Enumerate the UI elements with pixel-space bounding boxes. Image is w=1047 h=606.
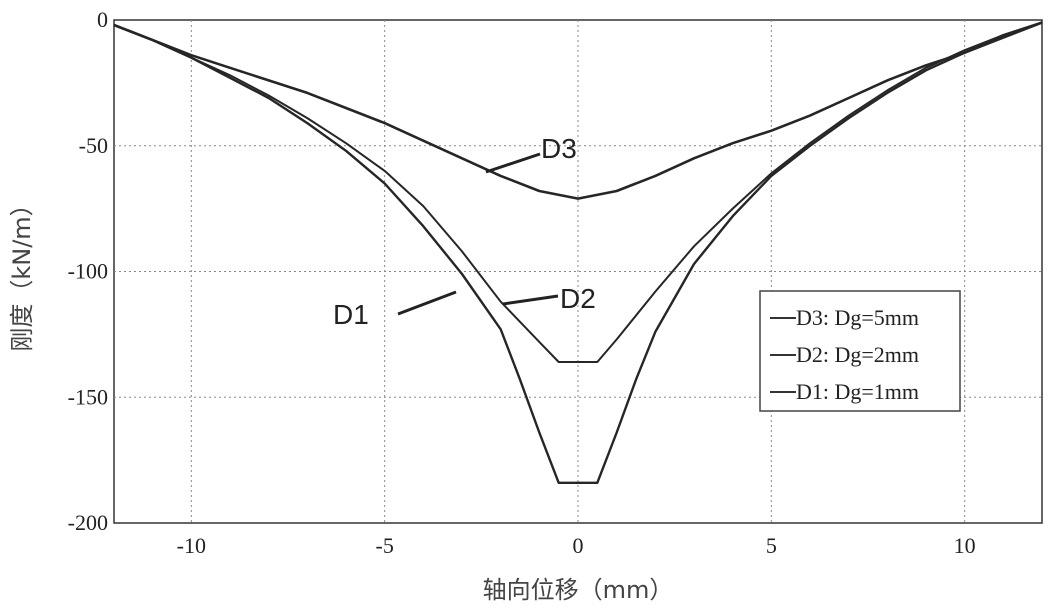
y-tick-label: 0 — [97, 7, 108, 32]
series-line-d1 — [113, 21, 1043, 484]
y-tick-label: -100 — [68, 259, 108, 284]
legend-label-d1: D1: Dg=1mm — [796, 379, 919, 404]
legend: D3: Dg=5mm D2: Dg=2mm D1: Dg=1mm — [759, 290, 961, 412]
x-tick-label: -5 — [376, 533, 394, 558]
y-axis-title: 刚度（kN/m） — [8, 192, 36, 351]
y-tick-label: -50 — [79, 133, 108, 158]
x-axis-title: 轴向位移（mm） — [483, 576, 674, 604]
annotation-d1: D1 — [333, 299, 369, 330]
series-layer — [113, 21, 1043, 484]
x-tick-label: -10 — [177, 533, 206, 558]
y-tick-label: -200 — [68, 510, 108, 535]
grid — [114, 20, 1042, 523]
annotation-d3: D3 — [541, 133, 577, 164]
legend-label-d2: D2: Dg=2mm — [796, 342, 919, 367]
x-tick-label: 0 — [573, 533, 584, 558]
x-tick-label: 5 — [766, 533, 777, 558]
annotation-leader-d2 — [502, 294, 559, 306]
tick-labels: -10 -5 0 5 100-50-100-150-200 — [68, 7, 976, 558]
y-tick-label: -150 — [68, 384, 108, 409]
series-line-d2 — [113, 21, 1043, 363]
annotation-leader-d3 — [485, 152, 541, 174]
x-tick-label: 10 — [954, 533, 976, 558]
series-line-d3 — [113, 21, 1043, 200]
annotation-leader-d1 — [397, 290, 457, 316]
annotation-d2: D2 — [560, 283, 596, 314]
legend-label-d3: D3: Dg=5mm — [796, 305, 919, 330]
